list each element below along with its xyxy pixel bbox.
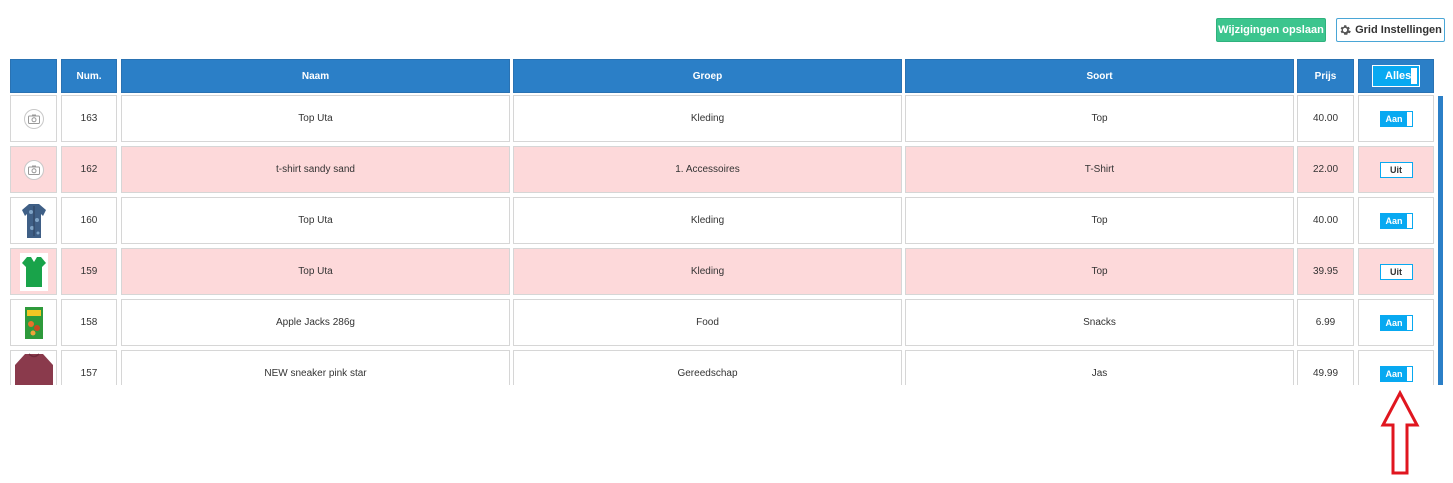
cell-status: Aan <box>1358 95 1434 142</box>
cell-prijs[interactable]: 49.99 <box>1297 350 1354 385</box>
toolbar: Wijzigingen opslaan Grid Instellingen <box>0 0 1453 50</box>
cell-status: Aan <box>1358 197 1434 244</box>
camera-placeholder-icon <box>23 159 44 180</box>
status-label: Aan <box>1385 317 1403 328</box>
status-toggle[interactable]: Uit <box>1379 161 1413 178</box>
cell-naam[interactable]: t-shirt sandy sand <box>121 146 510 193</box>
status-label: Aan <box>1385 368 1403 379</box>
gear-icon <box>1340 25 1351 35</box>
cell-num[interactable]: 158 <box>61 299 117 346</box>
shirt-thumbnail-icon <box>21 203 46 238</box>
product-image-cell[interactable] <box>10 299 57 346</box>
cell-status: Aan <box>1358 350 1434 385</box>
cell-soort[interactable]: Top <box>905 197 1294 244</box>
green-top-thumbnail-icon <box>19 252 48 291</box>
cell-groep[interactable]: Kleding <box>513 248 902 295</box>
cell-prijs[interactable]: 40.00 <box>1297 95 1354 142</box>
cell-prijs[interactable]: 40.00 <box>1297 197 1354 244</box>
status-label: Aan <box>1385 113 1403 124</box>
header-naam[interactable]: Naam <box>121 59 510 93</box>
product-image-cell[interactable] <box>10 248 57 295</box>
cell-groep[interactable]: 1. Accessoires <box>513 146 902 193</box>
cell-num[interactable]: 159 <box>61 248 117 295</box>
header-num[interactable]: Num. <box>61 59 117 93</box>
product-grid: Num. Naam Groep Soort Prijs Alles 163 To… <box>10 59 1436 385</box>
status-toggle[interactable]: Aan <box>1379 365 1413 382</box>
cell-status: Uit <box>1358 248 1434 295</box>
toggle-knob <box>1411 68 1417 84</box>
toggle-knob <box>1406 111 1412 126</box>
cell-status: Uit <box>1358 146 1434 193</box>
cell-soort[interactable]: Top <box>905 248 1294 295</box>
status-label: Aan <box>1385 215 1403 226</box>
sweater-thumbnail-icon <box>14 353 53 385</box>
cell-naam[interactable]: NEW sneaker pink star <box>121 350 510 385</box>
cell-naam[interactable]: Top Uta <box>121 197 510 244</box>
save-changes-button[interactable]: Wijzigingen opslaan <box>1216 18 1326 42</box>
header-status: Alles <box>1358 59 1434 93</box>
grid-settings-button[interactable]: Grid Instellingen <box>1336 18 1445 42</box>
cell-status: Aan <box>1358 299 1434 346</box>
header-image <box>10 59 57 93</box>
cell-groep[interactable]: Kleding <box>513 197 902 244</box>
cell-groep[interactable]: Kleding <box>513 95 902 142</box>
cell-naam[interactable]: Top Uta <box>121 248 510 295</box>
status-toggle[interactable]: Uit <box>1379 263 1413 280</box>
status-toggle[interactable]: Aan <box>1379 212 1413 229</box>
cell-naam[interactable]: Top Uta <box>121 95 510 142</box>
cell-prijs[interactable]: 22.00 <box>1297 146 1354 193</box>
status-toggle[interactable]: Aan <box>1379 314 1413 331</box>
toggle-knob <box>1406 315 1412 330</box>
cell-prijs[interactable]: 6.99 <box>1297 299 1354 346</box>
cereal-box-thumbnail-icon <box>24 306 43 339</box>
cell-num[interactable]: 160 <box>61 197 117 244</box>
product-image-cell[interactable] <box>10 95 57 142</box>
header-prijs[interactable]: Prijs <box>1297 59 1354 93</box>
cell-soort[interactable]: Top <box>905 95 1294 142</box>
cell-soort[interactable]: T-Shirt <box>905 146 1294 193</box>
cell-groep[interactable]: Food <box>513 299 902 346</box>
toggle-knob <box>1406 213 1412 228</box>
camera-placeholder-icon <box>23 108 44 129</box>
alles-toggle[interactable]: Alles <box>1372 65 1420 87</box>
cell-soort[interactable]: Snacks <box>905 299 1294 346</box>
alles-label: Alles <box>1385 70 1412 82</box>
cell-num[interactable]: 163 <box>61 95 117 142</box>
product-image-cell[interactable] <box>10 146 57 193</box>
cell-prijs[interactable]: 39.95 <box>1297 248 1354 295</box>
vertical-scrollbar[interactable] <box>1438 96 1443 385</box>
grid-settings-label: Grid Instellingen <box>1355 24 1442 36</box>
red-up-arrow-icon <box>1380 390 1420 475</box>
toggle-knob <box>1406 366 1412 381</box>
cell-num[interactable]: 157 <box>61 350 117 385</box>
cell-num[interactable]: 162 <box>61 146 117 193</box>
header-groep[interactable]: Groep <box>513 59 902 93</box>
cell-groep[interactable]: Gereedschap <box>513 350 902 385</box>
header-soort[interactable]: Soort <box>905 59 1294 93</box>
product-image-cell[interactable] <box>10 197 57 244</box>
cell-soort[interactable]: Jas <box>905 350 1294 385</box>
status-toggle[interactable]: Aan <box>1379 110 1413 127</box>
cell-naam[interactable]: Apple Jacks 286g <box>121 299 510 346</box>
product-image-cell[interactable] <box>10 350 57 385</box>
